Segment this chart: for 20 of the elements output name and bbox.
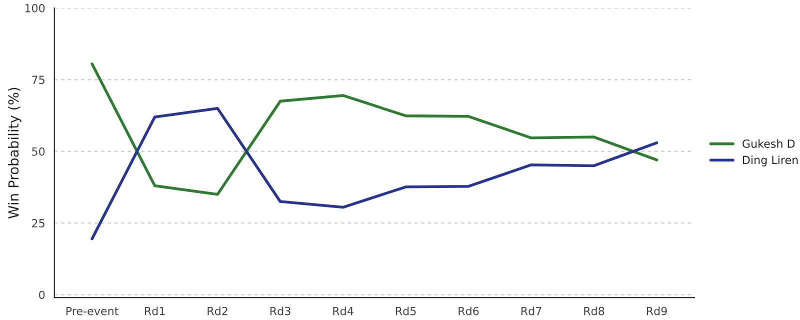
legend-label: Gukesh D <box>742 139 795 148</box>
x-tick-label: Rd3 <box>270 306 290 316</box>
y-axis-title: Win Probability (%) <box>8 88 22 219</box>
x-tick-label: Rd8 <box>584 306 604 316</box>
y-tick-label: 0 <box>39 290 45 300</box>
x-tick-label: Rd2 <box>208 306 228 316</box>
x-tick-label: Rd4 <box>333 306 354 316</box>
x-tick-label: Rd1 <box>144 306 165 316</box>
line-series <box>90 62 658 196</box>
x-tick-label: Rd9 <box>646 306 667 316</box>
x-tick-label: Pre-event <box>66 306 118 316</box>
y-tick-label: 75 <box>32 76 44 84</box>
legend-label: Ding Liren <box>743 156 798 166</box>
line-series <box>90 106 658 240</box>
y-tick-label: 50 <box>32 147 45 156</box>
x-tick-label: Rd5 <box>396 306 416 316</box>
y-tick-label: 100 <box>25 4 45 12</box>
x-tick-label: Rd7 <box>521 306 542 316</box>
y-tick-label: 25 <box>32 219 44 228</box>
x-tick-label: Rd6 <box>458 306 479 316</box>
